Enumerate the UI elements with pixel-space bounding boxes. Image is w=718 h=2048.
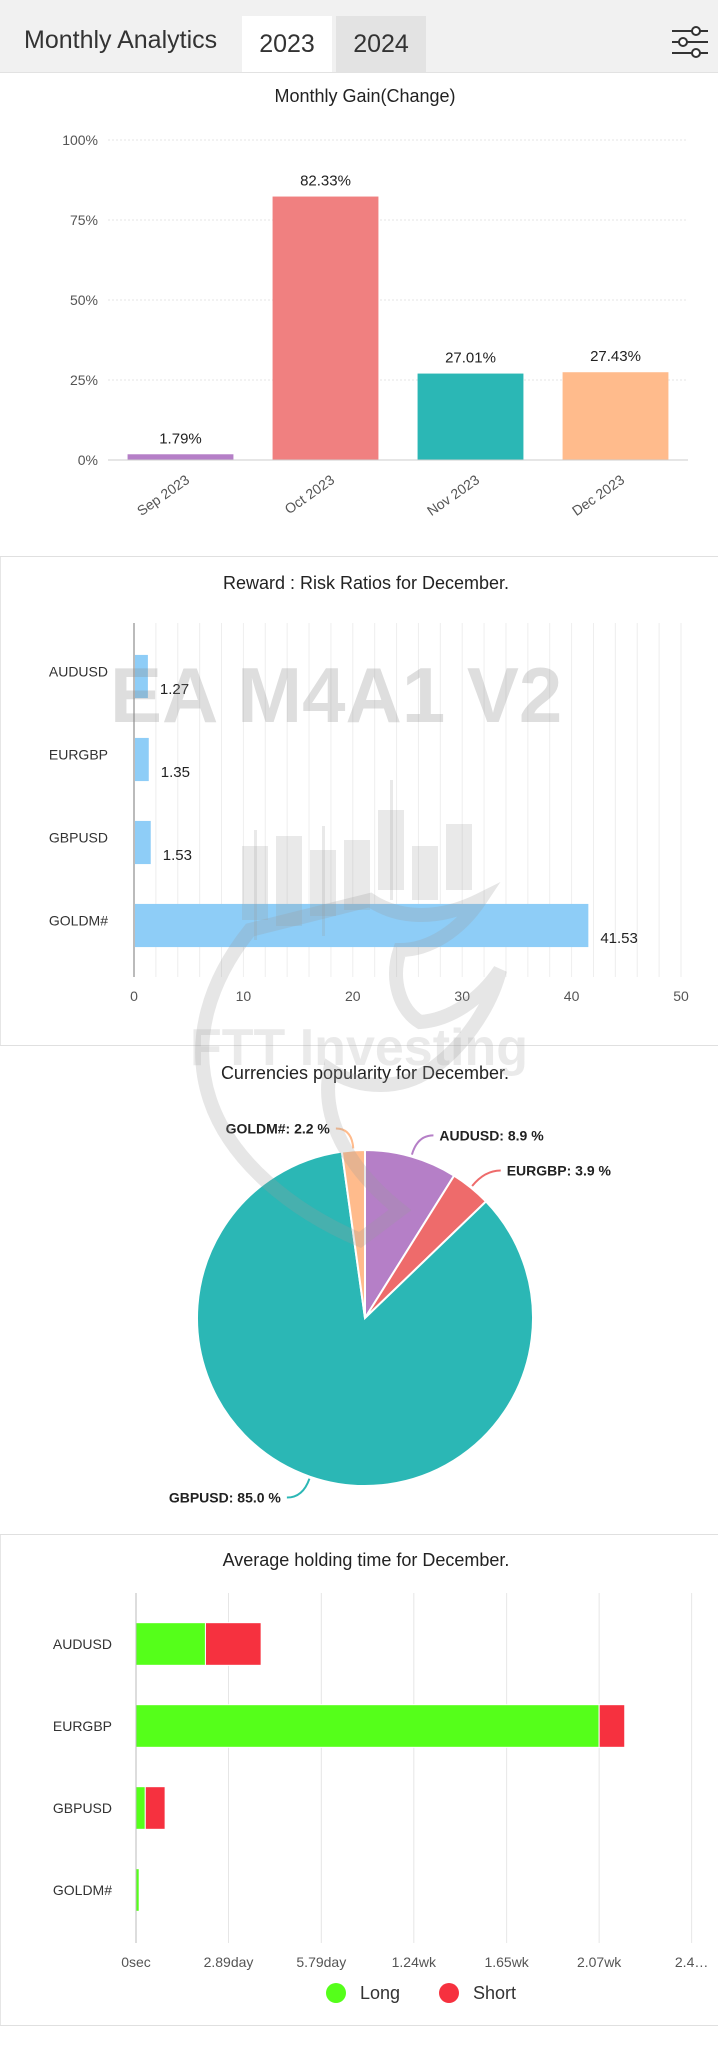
x-tick-label: 50 <box>673 988 689 1004</box>
y-tick-label: GOLDM# <box>53 1882 112 1898</box>
holding-time-chart: Average holding time for December. 0sec 2.… <box>53 1550 708 2003</box>
x-tick-label: Nov 2023 <box>424 471 482 519</box>
bar-segment-short <box>144 1786 166 1830</box>
data-label: 1.27 <box>160 681 189 698</box>
y-tick-label: EURGBP <box>53 1718 112 1734</box>
chart-title: Currencies popularity for December. <box>221 1063 509 1083</box>
reward-risk-panel: Reward : Risk Ratios for December. 0 10 20 3… <box>0 557 718 1045</box>
chart-title: Reward : Risk Ratios for December. <box>223 573 509 593</box>
y-tick-label: GBPUSD <box>49 830 108 846</box>
bar <box>417 373 524 460</box>
bar <box>134 737 149 782</box>
y-tick-label: EURGBP <box>49 747 108 763</box>
bar <box>134 654 148 699</box>
x-tick-label: 2.4… <box>675 1954 708 1970</box>
bar-segment-short <box>598 1704 626 1748</box>
slice-label: AUDUSD: 8.9 % <box>439 1127 544 1143</box>
data-label: 1.79% <box>159 430 202 447</box>
x-tick-label: Oct 2023 <box>281 471 337 517</box>
legend-label: Long <box>360 1983 400 2003</box>
y-tick-label: 25% <box>70 372 98 388</box>
monthly-gain-panel: Monthly Gain(Change) 0% 25% 50% 75% 100% 1.79%… <box>0 73 718 555</box>
x-tick-label: 20 <box>345 988 361 1004</box>
data-label: 1.53 <box>163 847 192 864</box>
bar-segment-long <box>135 1786 146 1830</box>
bar <box>134 820 151 865</box>
chart-title: Monthly Gain(Change) <box>274 86 455 106</box>
leader-line <box>471 1169 501 1187</box>
page-title: Monthly Analytics <box>24 26 218 54</box>
divider <box>0 556 718 557</box>
bar-segment-short <box>204 1622 262 1666</box>
x-tick-label: 40 <box>564 988 580 1004</box>
pie-slice <box>364 1148 456 1322</box>
y-tick-label: 50% <box>70 292 98 308</box>
legend-marker <box>326 1983 346 2003</box>
bar <box>127 454 234 460</box>
x-tick-label: 2.89day <box>204 1954 254 1970</box>
leader-line <box>286 1478 311 1499</box>
y-tick-label: 75% <box>70 212 98 228</box>
bar-segment-long <box>135 1704 600 1748</box>
tab-2024[interactable]: 2024 <box>336 16 426 72</box>
popularity-chart: Currencies popularity for December. AUDUS… <box>169 1063 612 1506</box>
x-tick-label: 5.79day <box>296 1954 346 1970</box>
divider <box>0 2025 718 2026</box>
slice-label: GBPUSD: 85.0 % <box>169 1490 282 1506</box>
data-label: 1.35 <box>161 764 190 781</box>
y-tick-label: GBPUSD <box>53 1800 112 1816</box>
divider <box>0 1534 718 1535</box>
y-tick-label: AUDUSD <box>49 664 108 680</box>
x-tick-label: 10 <box>236 988 252 1004</box>
data-label: 27.43% <box>590 348 641 365</box>
monthly-gain-chart: Monthly Gain(Change) 0% 25% 50% 75% 100% 1.79%… <box>62 86 688 519</box>
x-tick-label: 1.24wk <box>392 1954 437 1970</box>
x-tick-label: 2.07wk <box>577 1954 622 1970</box>
top-bar: Monthly Analytics 2023 2024 <box>0 0 718 73</box>
legend-label: Short <box>473 1983 516 2003</box>
leader-line <box>335 1127 355 1149</box>
sliders-icon[interactable] <box>670 22 710 62</box>
x-tick-label: 1.65wk <box>484 1954 529 1970</box>
leader-line <box>410 1134 434 1155</box>
y-tick-label: GOLDM# <box>49 913 108 929</box>
popularity-panel: Currencies popularity for December. AUDUS… <box>0 1046 718 1534</box>
x-tick-label: 30 <box>454 988 470 1004</box>
x-tick-label: Sep 2023 <box>134 471 192 519</box>
reward-risk-chart: Reward : Risk Ratios for December. 0 10 20 3… <box>49 573 689 1004</box>
y-tick-label: 100% <box>62 132 98 148</box>
bar-segment-long <box>135 1622 206 1666</box>
slice-label: GOLDM#: 2.2 % <box>226 1120 331 1136</box>
slice-label: EURGBP: 3.9 % <box>507 1162 612 1178</box>
tab-2023[interactable]: 2023 <box>242 16 332 72</box>
chart-title: Average holding time for December. <box>223 1550 510 1570</box>
y-tick-label: AUDUSD <box>53 1636 112 1652</box>
holding-time-panel: Average holding time for December. 0sec 2.… <box>0 1535 718 2025</box>
y-tick-label: 0% <box>78 452 98 468</box>
bar <box>272 196 379 460</box>
bar <box>134 903 589 948</box>
x-tick-label: Dec 2023 <box>569 471 627 519</box>
x-tick-label: 0 <box>130 988 138 1004</box>
bar <box>562 372 669 460</box>
pie-slice <box>340 1148 366 1319</box>
data-label: 27.01% <box>445 350 496 367</box>
x-tick-label: 0sec <box>121 1954 151 1970</box>
data-label: 82.33% <box>300 173 351 190</box>
pie-slice <box>196 1150 534 1487</box>
legend-marker <box>439 1983 459 2003</box>
data-label: 41.53 <box>600 930 638 947</box>
divider <box>0 1045 718 1046</box>
